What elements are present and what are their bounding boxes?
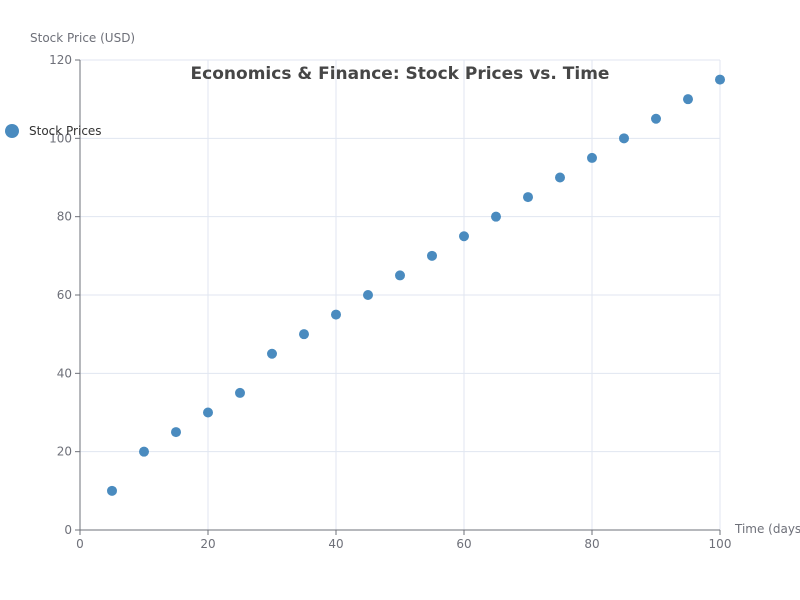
y-tick-label: 100 (49, 131, 72, 145)
data-point[interactable] (235, 387, 245, 398)
x-tick-label: 80 (584, 537, 599, 551)
data-point[interactable] (427, 250, 437, 261)
data-point[interactable] (363, 290, 373, 300)
y-tick-label: 80 (57, 210, 72, 224)
data-points (107, 74, 725, 496)
data-point[interactable] (715, 74, 725, 85)
axes (75, 59, 721, 535)
y-tick-label: 20 (57, 445, 72, 459)
data-point[interactable] (683, 94, 693, 105)
data-point[interactable] (587, 152, 597, 163)
data-point[interactable] (491, 211, 501, 222)
data-point[interactable] (107, 485, 117, 496)
x-tick-label: 40 (328, 537, 343, 551)
chart-title: Economics & Finance: Stock Prices vs. Ti… (191, 64, 610, 84)
data-point[interactable] (139, 446, 149, 457)
grid-lines (80, 59, 721, 530)
legend-label-stock-prices: Stock Prices (29, 124, 102, 138)
data-point[interactable] (459, 231, 469, 242)
x-tick-label: 100 (709, 537, 732, 551)
data-point[interactable] (619, 133, 629, 144)
data-point[interactable] (331, 309, 341, 320)
y-tick-label: 60 (57, 288, 72, 302)
x-axis-label: Time (days) (734, 522, 800, 536)
data-point[interactable] (555, 172, 565, 183)
legend[interactable]: Stock Prices (5, 124, 102, 138)
y-axis-label: Stock Price (USD) (30, 31, 135, 45)
x-tick-label: 60 (456, 537, 471, 551)
y-tick-label: 120 (49, 53, 72, 67)
y-tick-label: 40 (57, 366, 72, 380)
data-point[interactable] (267, 348, 277, 359)
data-point[interactable] (299, 329, 309, 340)
x-tick-label: 0 (76, 537, 84, 551)
data-point[interactable] (523, 192, 533, 203)
data-point[interactable] (395, 270, 405, 281)
x-tick-label: 20 (200, 537, 215, 551)
tick-labels: 0 20 40 60 80 100 120 0 20 40 60 80 100 (49, 53, 731, 551)
data-point[interactable] (651, 113, 661, 124)
data-point[interactable] (171, 427, 181, 438)
y-tick-label: 0 (64, 523, 72, 537)
data-point[interactable] (203, 407, 213, 418)
legend-marker (5, 124, 19, 138)
